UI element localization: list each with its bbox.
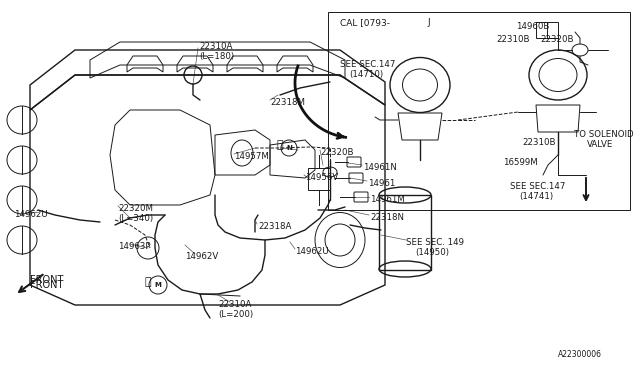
Text: J: J — [427, 18, 429, 27]
Text: 22318N: 22318N — [370, 213, 404, 222]
Text: 22318A: 22318A — [258, 222, 291, 231]
Text: Ⓝ: Ⓝ — [276, 140, 284, 150]
Text: (14741): (14741) — [519, 192, 553, 201]
Text: (L=200): (L=200) — [218, 310, 253, 319]
Text: Ⓜ: Ⓜ — [145, 277, 151, 287]
Text: (14950): (14950) — [415, 248, 449, 257]
Text: 14960B: 14960B — [516, 22, 549, 31]
Text: (L=180): (L=180) — [199, 52, 234, 61]
Text: A22300006: A22300006 — [558, 350, 602, 359]
Text: M: M — [155, 282, 161, 288]
Text: 22318M: 22318M — [270, 98, 305, 107]
Text: SEE SEC. 149: SEE SEC. 149 — [406, 238, 464, 247]
Text: 14962V: 14962V — [185, 252, 218, 261]
Text: TO SOLENOID: TO SOLENOID — [574, 130, 634, 139]
Text: 22320B: 22320B — [320, 148, 353, 157]
Bar — [308, 168, 330, 190]
Text: 14957M: 14957M — [234, 152, 269, 161]
Text: 22310B: 22310B — [496, 35, 529, 44]
Text: FRONT: FRONT — [30, 275, 63, 285]
Text: 22310A: 22310A — [218, 300, 252, 309]
Text: 14963P: 14963P — [118, 242, 150, 251]
Text: VALVE: VALVE — [587, 140, 613, 149]
Text: 14962U: 14962U — [295, 247, 329, 256]
Text: 14956V: 14956V — [305, 173, 339, 182]
Text: (14710): (14710) — [349, 70, 383, 79]
Text: FRONT: FRONT — [30, 280, 63, 290]
Text: 22310A: 22310A — [199, 42, 232, 51]
Text: 22320M: 22320M — [118, 204, 153, 213]
Text: (L=340): (L=340) — [118, 214, 153, 223]
Text: 14961N: 14961N — [363, 163, 397, 172]
Text: 14961M: 14961M — [370, 195, 405, 204]
Text: 22320B: 22320B — [540, 35, 573, 44]
Text: SEE SEC.147: SEE SEC.147 — [510, 182, 565, 191]
Text: 14962U: 14962U — [14, 210, 48, 219]
Bar — [536, 22, 558, 38]
Text: CAL [0793-: CAL [0793- — [340, 18, 390, 27]
Text: 16599M: 16599M — [503, 158, 538, 167]
Text: 22310B: 22310B — [522, 138, 556, 147]
Bar — [328, 12, 630, 210]
Text: 14961: 14961 — [368, 179, 396, 188]
Text: N: N — [286, 145, 292, 151]
Text: SEE SEC.147: SEE SEC.147 — [340, 60, 396, 69]
Bar — [379, 195, 431, 270]
